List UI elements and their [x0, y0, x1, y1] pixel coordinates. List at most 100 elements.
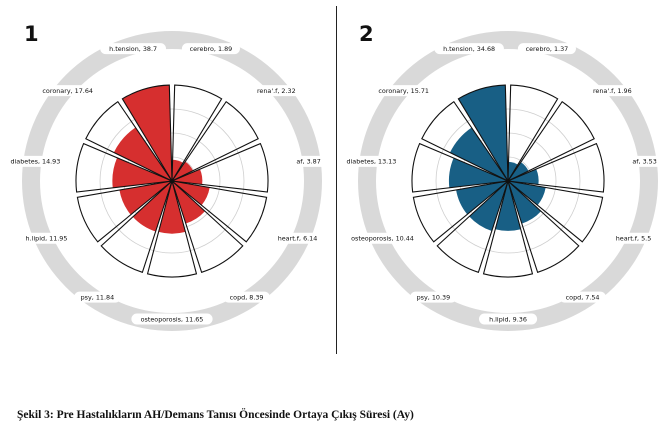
segment-outline — [411, 142, 511, 193]
category-label-text: cerebro, 1.89 — [190, 45, 233, 53]
category-label-text: heart.f, 6.14 — [278, 235, 318, 243]
bar-psy — [132, 181, 172, 232]
category-label: copd, 7.54 — [559, 291, 606, 303]
category-label: rena'.f, 1.96 — [583, 85, 642, 97]
category-label-text: coronary, 15.71 — [378, 87, 429, 95]
category-label: af, 3.87 — [289, 155, 328, 167]
bar-heart-f — [508, 181, 546, 206]
category-label: osteoporosis, 11.65 — [131, 313, 213, 325]
bar-copd — [508, 181, 541, 224]
segment-outline — [146, 178, 198, 278]
category-label: cerebro, 1.89 — [181, 43, 240, 55]
category-label-pill — [2, 155, 69, 167]
category-label-text: copd, 7.54 — [566, 293, 600, 301]
bar-osteoporosis — [158, 181, 186, 234]
category-label: h.lipid, 11.95 — [15, 232, 78, 244]
segment-outline — [505, 142, 605, 193]
category-label-pill — [625, 155, 664, 167]
category-label-pill — [434, 43, 504, 55]
radial-chart-2: cerebro, 1.37 rena'.f, 1.96 af, 3.53 heart.… — [338, 31, 664, 331]
category-label-text: psy, 10.39 — [417, 293, 451, 301]
category-label-text: h.tension, 38.7 — [109, 45, 157, 53]
category-label-pill — [223, 291, 270, 303]
segment-outline — [121, 84, 173, 184]
category-label-pill — [15, 232, 78, 244]
bar-h-lipid — [119, 181, 172, 215]
category-label-text: af, 3.53 — [632, 158, 656, 166]
panel-number-1: 1 — [24, 22, 39, 46]
category-label-pill — [583, 85, 642, 97]
category-label-pill — [100, 43, 166, 55]
segment-outline — [85, 100, 174, 183]
bar-psy — [469, 181, 508, 231]
category-label-pill — [74, 291, 121, 303]
bar-coronary — [450, 127, 508, 181]
radial-chart-1: cerebro, 1.89 rena'.f, 2.32 af, 3.87 heart.… — [2, 31, 328, 331]
category-label-pill — [247, 85, 306, 97]
category-label-text: h.lipid, 11.95 — [26, 235, 68, 243]
segment-outline — [482, 178, 534, 278]
bar-renal-f — [508, 162, 529, 181]
category-label: diabetes, 13.13 — [338, 155, 405, 167]
category-label-text: copd, 8.39 — [230, 293, 264, 301]
segment-outline — [506, 100, 595, 183]
bar-coronary — [113, 127, 172, 181]
category-label-pill — [370, 85, 437, 97]
category-label-pill — [181, 43, 240, 55]
category-label: psy, 11.84 — [74, 291, 121, 303]
bar-diabetes — [448, 157, 508, 188]
category-label: h.tension, 38.7 — [100, 43, 166, 55]
grid-circle — [435, 108, 581, 254]
category-label-pill — [410, 291, 457, 303]
category-label-pill — [479, 313, 538, 325]
bar-h-tension — [122, 85, 172, 181]
category-label-text: h.lipid, 9.36 — [489, 315, 527, 323]
category-label-pill — [338, 155, 405, 167]
bar-heart-f — [172, 181, 210, 206]
bar-diabetes — [112, 157, 172, 188]
category-label-text: rena'.f, 1.96 — [593, 87, 632, 95]
category-label-pill — [289, 155, 328, 167]
category-label-pill — [559, 291, 606, 303]
segment-outline — [100, 179, 174, 274]
grid-circle — [99, 108, 245, 254]
category-label-pill — [131, 313, 213, 325]
category-label: rena'.f, 2.32 — [247, 85, 306, 97]
segment-outline — [170, 179, 244, 274]
panel-number-2: 2 — [359, 22, 374, 46]
category-label-text: cerebro, 1.37 — [526, 45, 569, 53]
segment-outline — [421, 100, 510, 183]
category-label: af, 3.53 — [625, 155, 664, 167]
segment-outline — [506, 179, 580, 274]
category-label: diabetes, 14.93 — [2, 155, 69, 167]
category-label-text: diabetes, 14.93 — [10, 158, 60, 166]
figure-caption: Şekil 3: Pre Hastalıkların AH/Demans Tan… — [17, 409, 414, 421]
segment-outline — [457, 84, 509, 184]
segment-outline — [506, 180, 604, 243]
category-label: copd, 8.39 — [223, 291, 270, 303]
category-label-pill — [34, 85, 101, 97]
bar-renal-f — [172, 161, 194, 181]
category-label-text: psy, 11.84 — [81, 293, 115, 301]
category-label-pill — [517, 43, 576, 55]
category-label-text: h.tension, 34.68 — [443, 45, 495, 53]
segment-outline — [170, 180, 268, 243]
category-label-text: rena'.f, 2.32 — [257, 87, 296, 95]
bar-h-tension — [458, 85, 508, 181]
category-label-pill — [268, 232, 327, 244]
segment-outline — [171, 84, 223, 184]
segment-outline — [412, 180, 510, 243]
category-label-text: coronary, 17.64 — [42, 87, 93, 95]
panel-divider — [336, 6, 337, 354]
bar-osteoporosis — [456, 181, 508, 215]
segment-outline — [76, 180, 174, 243]
category-label: h.tension, 34.68 — [434, 43, 504, 55]
segment-outline — [169, 142, 269, 193]
category-label: h.lipid, 9.36 — [479, 313, 538, 325]
category-label-text: heart.f, 5.5 — [616, 235, 652, 243]
category-label: cerebro, 1.37 — [517, 43, 576, 55]
bar-copd — [172, 181, 205, 224]
segment-outline — [75, 142, 175, 193]
segment-outline — [170, 100, 259, 183]
